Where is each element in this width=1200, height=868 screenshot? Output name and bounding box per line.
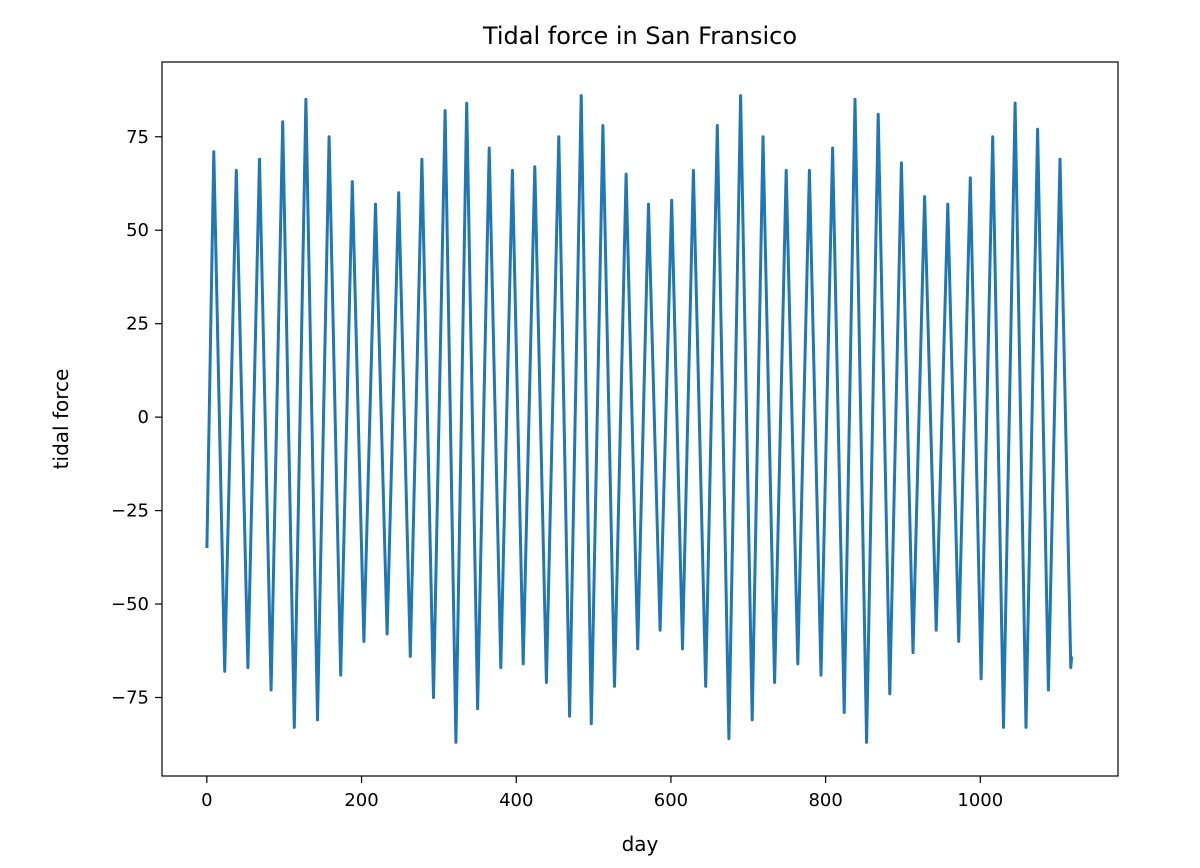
- x-axis-label: day: [622, 832, 659, 856]
- y-tick-label: 75: [126, 127, 149, 148]
- y-tick-label: 0: [138, 407, 149, 428]
- y-axis: −75 −50 −25 0 25 50 75: [111, 127, 162, 708]
- y-tick-label: −25: [111, 501, 149, 522]
- plot-frame: [161, 61, 1119, 777]
- y-tick-label: −75: [111, 687, 149, 708]
- x-axis: 0 200 400 600 800 1000: [201, 776, 1003, 811]
- y-axis-label: tidal force: [49, 369, 73, 470]
- y-tick-label: 50: [126, 220, 149, 241]
- x-tick-label: 400: [499, 790, 533, 811]
- x-tick-label: 800: [808, 790, 842, 811]
- series-line-0: [205, 94, 1074, 744]
- x-tick-label: 0: [201, 790, 212, 811]
- x-tick-label: 1000: [957, 790, 1003, 811]
- x-tick-label: 200: [344, 790, 378, 811]
- series-layer: [205, 94, 1074, 744]
- chart-title: Tidal force in San Fransico: [482, 22, 797, 50]
- y-tick-label: 25: [126, 314, 149, 335]
- y-tick-label: −50: [111, 594, 149, 615]
- plot-area: [162, 62, 1118, 776]
- x-tick-label: 600: [654, 790, 688, 811]
